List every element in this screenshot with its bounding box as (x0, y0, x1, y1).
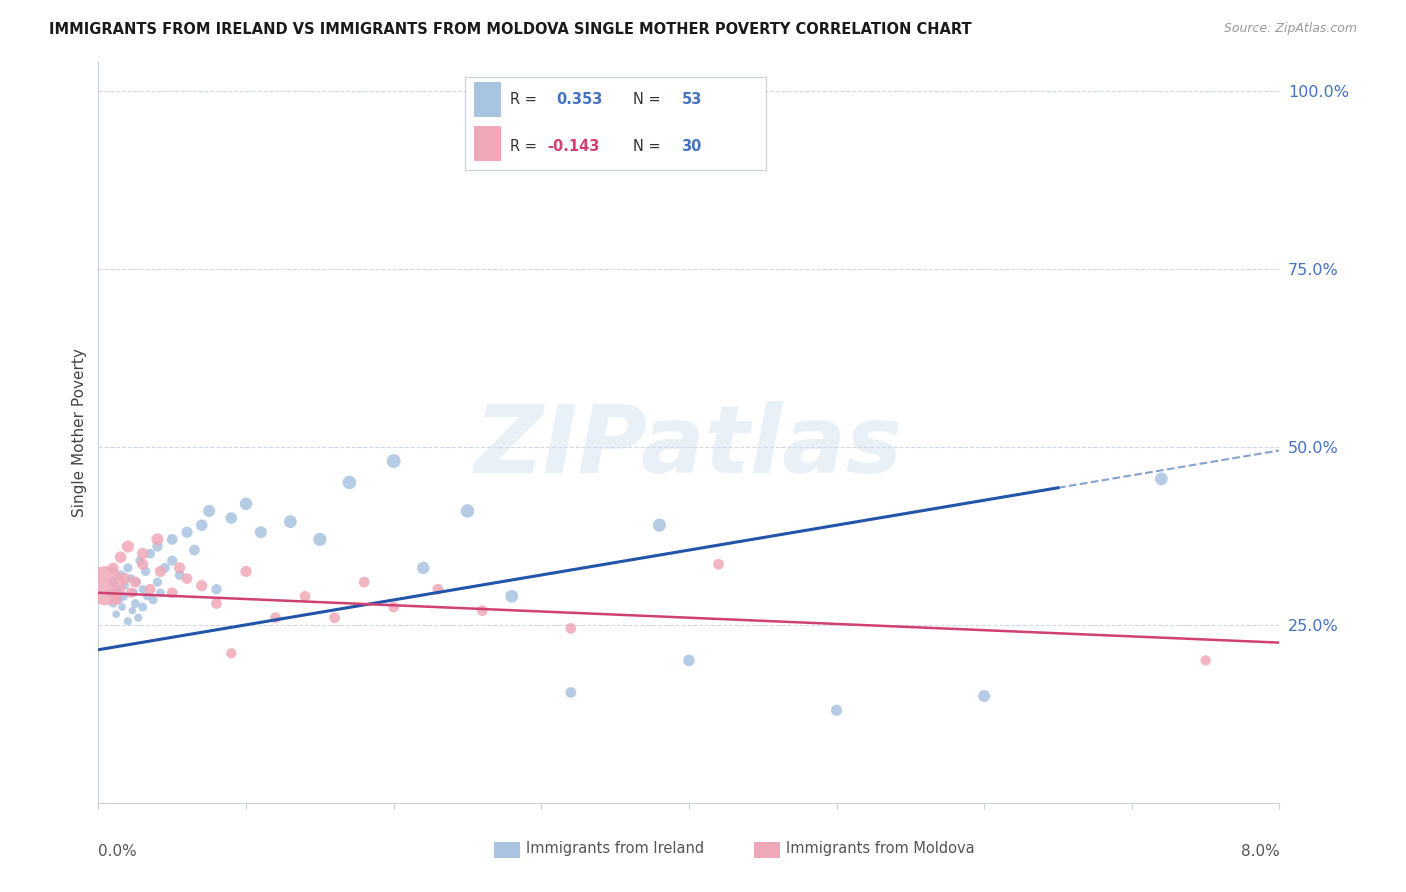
Point (183, 543, 205, 558)
Text: 8.0%: 8.0% (1240, 844, 1279, 858)
Point (98, 586, 121, 600)
Point (146, 540, 169, 554)
Point (235, 565, 257, 579)
Point (120, 586, 142, 600)
FancyBboxPatch shape (494, 842, 520, 858)
Point (124, 575, 146, 590)
Point (973, 689, 995, 703)
Point (142, 593, 165, 607)
Point (205, 597, 228, 611)
Point (162, 554, 183, 568)
Point (205, 582, 228, 597)
Point (111, 600, 134, 615)
Point (124, 597, 146, 611)
Y-axis label: Single Mother Poverty: Single Mother Poverty (72, 348, 87, 517)
Point (94, 579, 117, 593)
Point (110, 550, 132, 565)
Point (169, 568, 191, 582)
Point (678, 653, 700, 667)
Point (221, 511, 243, 525)
Point (176, 525, 198, 540)
Point (825, 703, 848, 717)
Point (128, 554, 150, 568)
Point (146, 575, 169, 590)
Point (103, 597, 125, 611)
Point (132, 582, 155, 597)
Point (162, 533, 183, 547)
Point (1195, 653, 1218, 667)
Point (191, 518, 214, 533)
Point (120, 572, 142, 586)
Point (149, 565, 172, 579)
Point (648, 518, 671, 533)
Point (250, 525, 273, 540)
Point (110, 568, 132, 582)
Point (132, 558, 155, 572)
Point (323, 610, 346, 624)
Point (707, 558, 730, 572)
Point (412, 561, 434, 575)
Text: Source: ZipAtlas.com: Source: ZipAtlas.com (1223, 22, 1357, 36)
Point (162, 586, 183, 600)
Point (280, 515, 302, 529)
Point (176, 572, 198, 586)
Point (114, 579, 136, 593)
Point (457, 504, 479, 518)
Point (136, 590, 159, 604)
Point (135, 565, 157, 579)
Point (1150, 472, 1173, 486)
Point (221, 646, 243, 660)
Point (353, 575, 375, 590)
Point (114, 572, 136, 586)
Text: IMMIGRANTS FROM IRELAND VS IMMIGRANTS FROM MOLDOVA SINGLE MOTHER POVERTY CORRELA: IMMIGRANTS FROM IRELAND VS IMMIGRANTS FR… (49, 22, 972, 37)
Point (501, 590, 523, 604)
Point (117, 540, 139, 554)
Text: Immigrants from Ireland: Immigrants from Ireland (526, 841, 704, 856)
Point (132, 547, 155, 561)
Point (139, 582, 162, 597)
Point (294, 590, 316, 604)
Point (382, 600, 405, 615)
Point (198, 504, 221, 518)
Point (117, 614, 139, 628)
Point (153, 561, 176, 575)
Point (191, 579, 214, 593)
Point (112, 590, 135, 604)
Point (108, 593, 131, 607)
Point (107, 582, 129, 597)
Point (146, 533, 169, 547)
Point (339, 475, 361, 490)
Text: 0.0%: 0.0% (98, 844, 138, 858)
Point (127, 610, 149, 624)
Point (103, 561, 125, 575)
Point (122, 586, 145, 600)
Point (139, 547, 162, 561)
FancyBboxPatch shape (754, 842, 780, 858)
Point (117, 561, 139, 575)
Point (560, 621, 582, 635)
Point (471, 604, 494, 618)
Point (125, 575, 148, 590)
Point (121, 604, 143, 618)
Point (103, 575, 125, 590)
Point (132, 600, 155, 615)
Point (427, 582, 450, 597)
Point (105, 593, 128, 607)
Point (149, 586, 172, 600)
Point (264, 610, 287, 624)
Point (560, 685, 582, 699)
Text: ZIPatlas: ZIPatlas (475, 401, 903, 493)
Point (169, 561, 191, 575)
Text: Immigrants from Moldova: Immigrants from Moldova (786, 841, 974, 856)
Point (309, 533, 332, 547)
Point (105, 607, 128, 622)
Point (382, 454, 405, 468)
Point (235, 497, 257, 511)
